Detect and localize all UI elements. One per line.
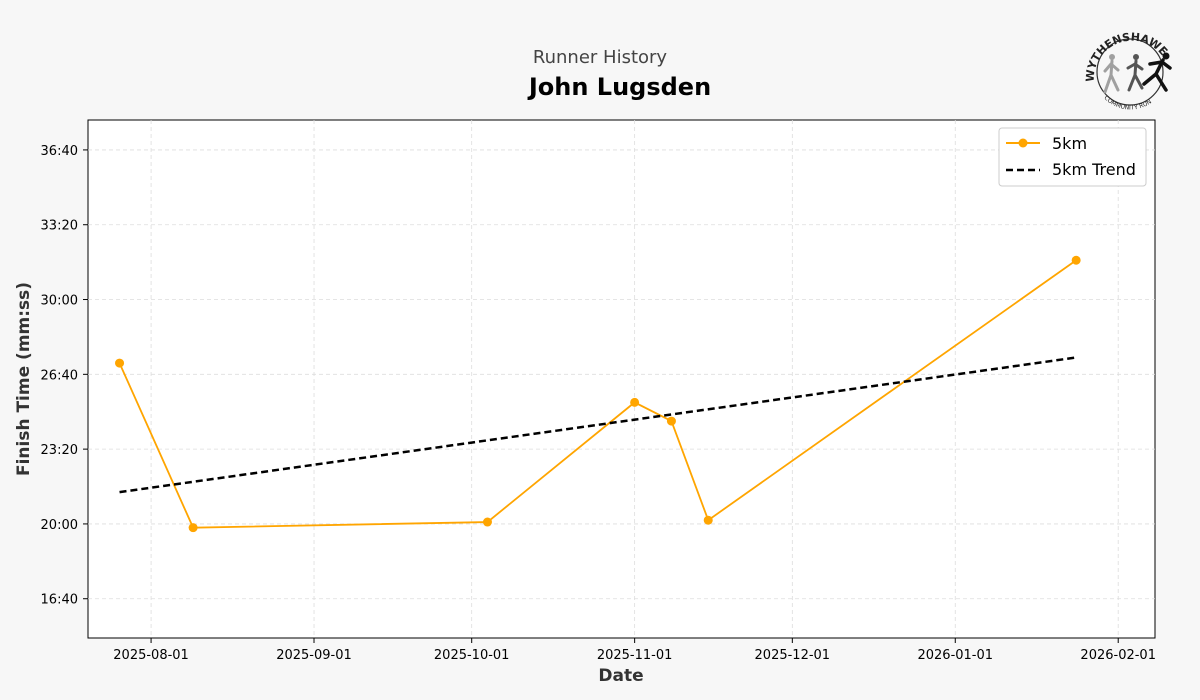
plot-area [87,119,1156,639]
legend-marker-5km [1018,138,1028,148]
data-point-5km [482,517,492,527]
y-tick-label: 26:40 [41,368,78,383]
y-tick-label: 20:00 [41,518,78,533]
chart-subtitle: Runner History [533,47,668,68]
x-tick-label: 2025-08-01 [113,648,189,663]
x-tick-label: 2025-12-01 [755,648,831,663]
runner-icon-3 [1142,52,1172,92]
y-tick-label: 23:20 [41,443,78,458]
legend-label-trend: 5km Trend [1052,160,1136,179]
logo-bottom-text: COMMUNITY RUN [1103,94,1153,111]
series-line-5km-trend [119,356,1077,494]
y-axis-label: Finish Time (mm:ss) [14,282,34,476]
x-axis-label: Date [598,666,643,686]
data-point-5km [115,358,125,368]
logo-ring [1096,38,1164,106]
runner-icon-2 [1126,54,1144,92]
legend-label-5km: 5km [1052,134,1087,153]
series-layer [115,255,1081,533]
x-tick-label: 2025-10-01 [434,648,510,663]
data-point-5km [630,397,640,407]
legend: 5km 5km Trend [998,127,1147,187]
grid [88,120,1155,638]
y-tick-label: 30:00 [41,294,78,309]
x-tick-label: 2026-02-01 [1080,648,1156,663]
data-point-5km [1071,255,1081,265]
wythenshawe-logo: WYTHENSHAWE COMMUNITY RUN [1084,30,1172,112]
y-tick-label: 33:20 [41,219,78,234]
y-tick-label: 16:40 [41,593,78,608]
data-point-5km [666,416,676,426]
x-tick-label: 2025-11-01 [597,648,673,663]
y-tick-label: 36:40 [41,144,78,159]
x-tick-label: 2026-01-01 [917,648,993,663]
x-axis: 2025-08-01 2025-09-01 2025-10-01 2025-11-01… [113,638,1156,663]
y-axis: 16:40 20:00 23:20 26:40 30:00 33:20 36:40 [41,144,88,608]
x-tick-label: 2025-09-01 [276,648,352,663]
runner-icon-1 [1103,54,1120,94]
chart-title: John Lugsden [527,73,711,101]
data-point-5km [703,515,713,525]
data-point-5km [188,523,198,533]
